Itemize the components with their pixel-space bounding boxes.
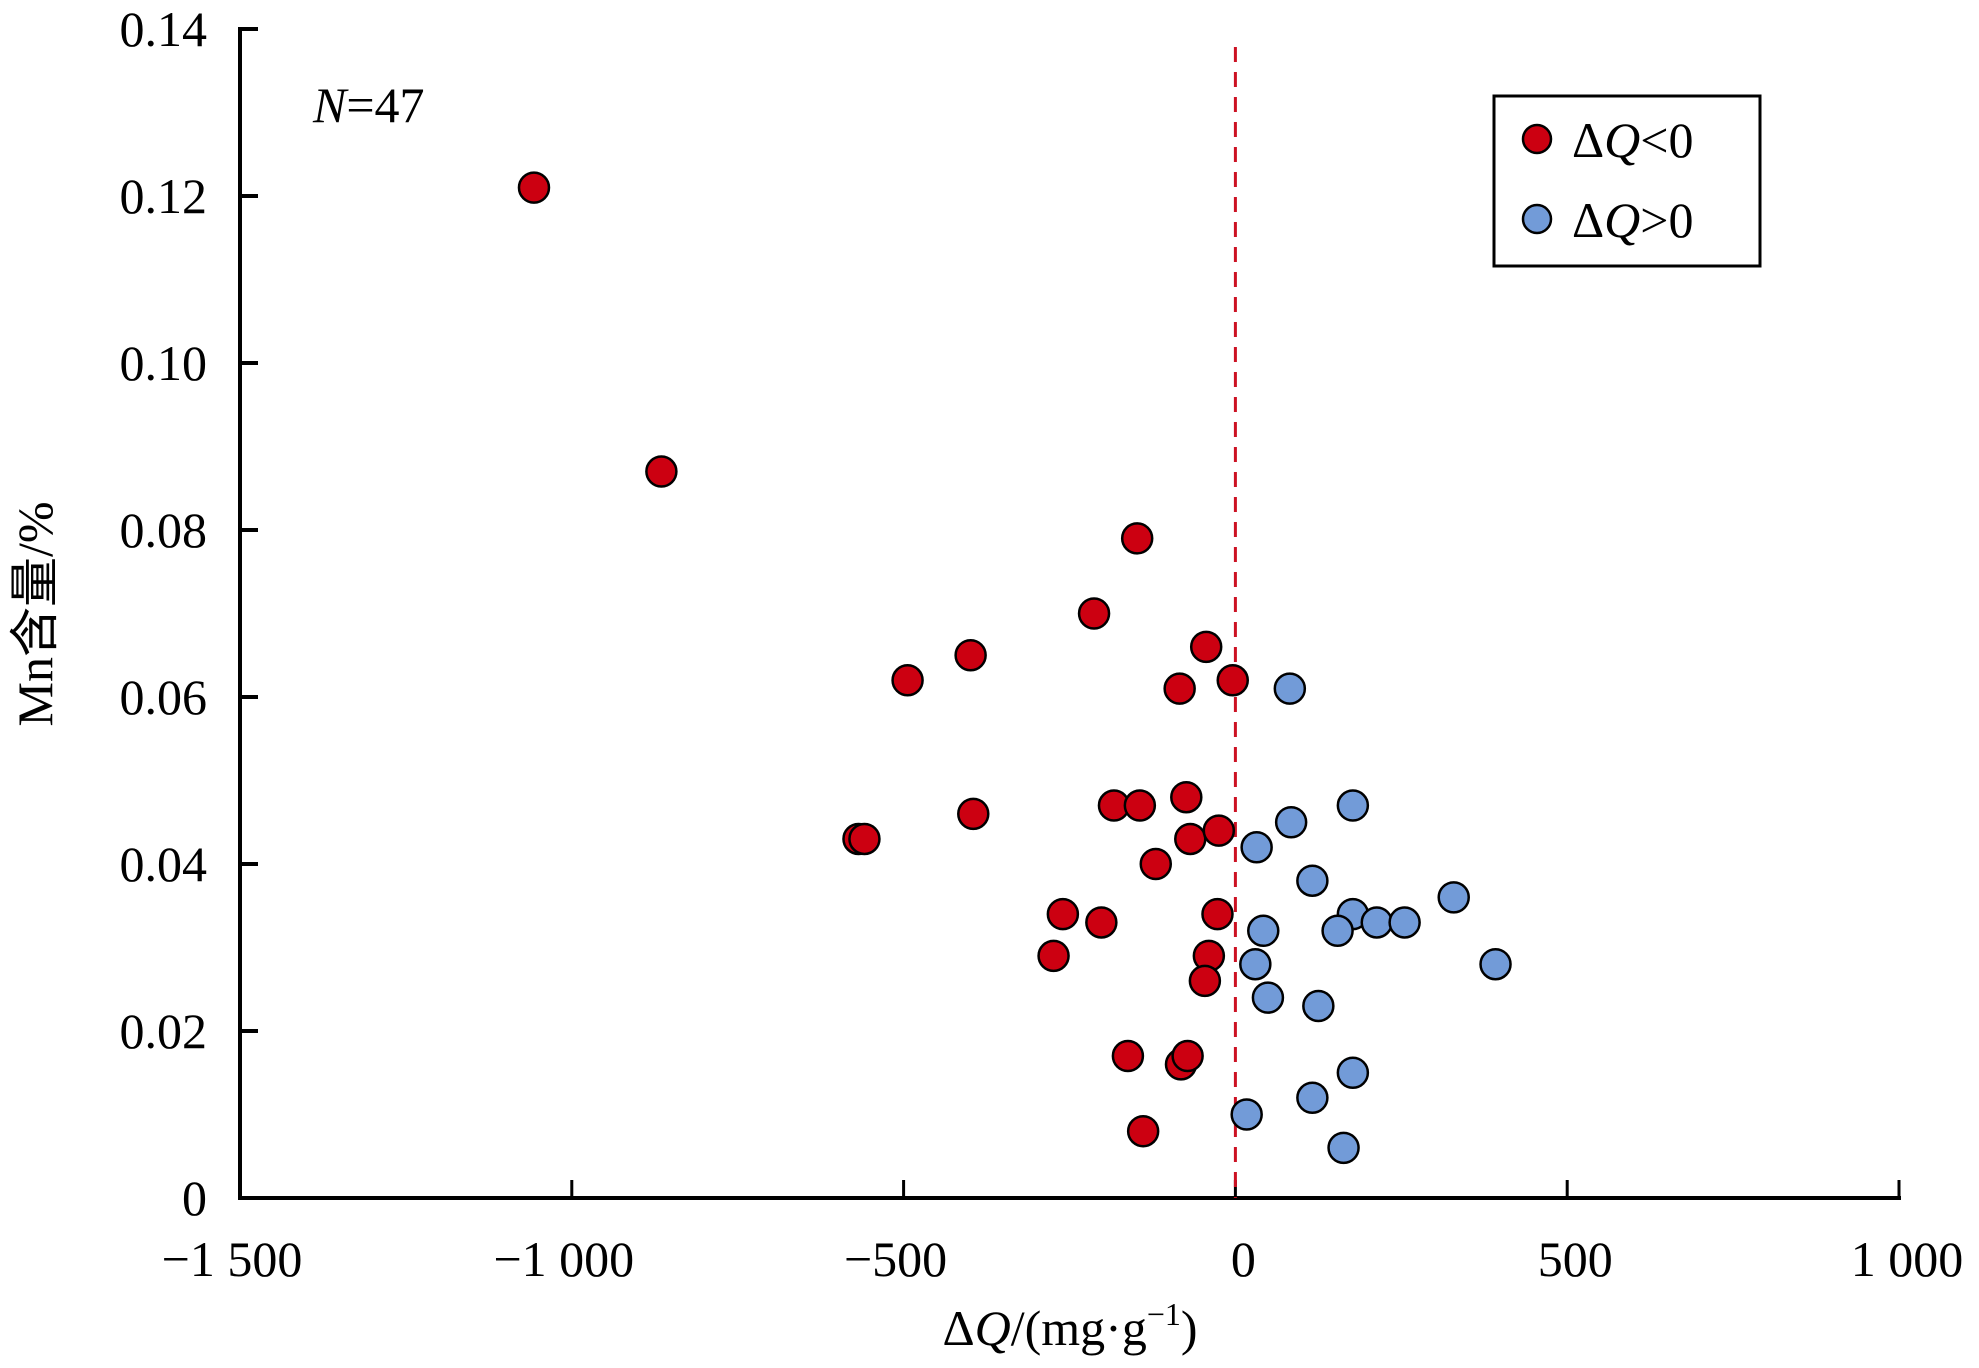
y-tick-label: 0.02 — [120, 1003, 208, 1059]
sample-count-annotation: N=47 — [312, 77, 425, 133]
legend-marker-positive — [1521, 203, 1553, 235]
legend: ΔQ<0 ΔQ>0 — [1492, 94, 1762, 268]
data-point — [1273, 672, 1307, 705]
data-point — [1336, 789, 1370, 822]
x-tick-label: −1 000 — [493, 1231, 634, 1287]
x-tick-label: 500 — [1538, 1231, 1613, 1287]
data-point — [1174, 822, 1207, 856]
data-point — [1479, 947, 1512, 981]
x-tick-label: 1 000 — [1851, 1231, 1964, 1287]
y-tick-label: 0.14 — [120, 1, 208, 57]
axes — [238, 27, 1901, 1200]
sample-count-symbol: N — [312, 77, 349, 133]
data-point — [954, 639, 987, 672]
data-point — [1388, 906, 1421, 939]
data-point — [1360, 906, 1393, 939]
legend-label-positive: ΔQ>0 — [1572, 192, 1693, 248]
data-point — [1296, 1081, 1329, 1115]
data-point — [1139, 847, 1173, 881]
y-tick-label: 0.04 — [120, 836, 208, 892]
data-point — [1126, 1114, 1160, 1148]
data-point — [1239, 947, 1272, 981]
data-point — [1188, 964, 1222, 998]
data-point — [1189, 630, 1223, 664]
data-point — [1123, 789, 1157, 822]
series-positive — [1230, 672, 1512, 1165]
y-axis-title: Mn含量/% — [7, 502, 63, 727]
x-tick-label: −500 — [844, 1231, 947, 1287]
data-point — [1251, 981, 1285, 1014]
data-point — [1247, 914, 1280, 948]
legend-label-negative: ΔQ<0 — [1572, 112, 1693, 168]
data-point — [1120, 522, 1154, 555]
data-point — [1230, 1098, 1263, 1131]
series-negative — [517, 171, 1249, 1148]
y-tick-label: 0.12 — [120, 168, 208, 224]
data-point — [1077, 597, 1111, 630]
data-point — [1296, 864, 1329, 897]
data-point — [1321, 914, 1354, 948]
data-point — [1240, 831, 1273, 864]
data-point — [1327, 1131, 1360, 1165]
legend-marker-negative — [1521, 123, 1553, 155]
y-tick-label: 0.08 — [120, 502, 208, 558]
data-point — [1085, 906, 1118, 939]
data-point — [1201, 897, 1234, 931]
x-tick-label: −1 500 — [162, 1231, 303, 1287]
data-point — [1037, 939, 1070, 973]
data-point — [848, 822, 881, 856]
data-point — [1437, 881, 1470, 914]
data-point — [1336, 1056, 1370, 1089]
x-tick-label: 0 — [1231, 1231, 1256, 1287]
data-point — [1202, 814, 1236, 847]
data-point — [1163, 672, 1196, 705]
data-point — [1171, 1039, 1204, 1073]
y-tick-label: 0.06 — [120, 669, 208, 725]
data-point — [1302, 989, 1335, 1023]
data-point — [1111, 1039, 1145, 1073]
data-point — [891, 664, 924, 697]
data-point — [1274, 806, 1308, 839]
data-point — [517, 171, 551, 204]
data-points — [517, 171, 1512, 1165]
data-point — [1170, 780, 1203, 814]
sample-count-value: =47 — [346, 77, 424, 133]
y-tick-label: 0.10 — [120, 335, 208, 391]
data-point — [1046, 897, 1080, 931]
x-axis-title: ΔQ/(mg·g−1) — [942, 1296, 1197, 1356]
data-point — [1216, 664, 1249, 697]
y-tick-label: 0 — [182, 1170, 207, 1226]
data-point — [957, 797, 990, 831]
y-ticks: 0 0.02 0.04 0.06 0.08 0.10 0.12 0.14 — [120, 1, 258, 1226]
data-point — [645, 455, 678, 488]
